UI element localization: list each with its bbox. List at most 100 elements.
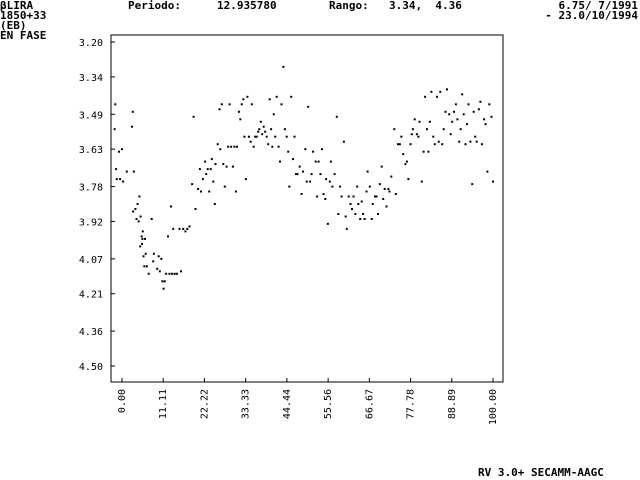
data-point	[152, 252, 155, 255]
data-point	[321, 148, 323, 151]
data-point	[335, 115, 338, 118]
data-point	[464, 143, 467, 146]
data-point	[432, 135, 435, 138]
data-point	[255, 135, 258, 138]
range-value: 3.34, 4.36	[389, 0, 462, 12]
data-point	[387, 188, 390, 190]
data-point	[283, 128, 286, 131]
data-point	[483, 118, 486, 121]
data-point	[472, 110, 475, 113]
data-point	[271, 145, 274, 148]
data-point	[170, 205, 172, 208]
data-point	[132, 170, 135, 173]
data-point	[388, 190, 391, 193]
data-point	[152, 260, 155, 263]
period-label: Periodo:	[128, 0, 181, 12]
data-point	[349, 203, 352, 205]
data-point	[366, 170, 369, 173]
data-point	[208, 190, 211, 193]
data-point	[118, 150, 120, 153]
data-point	[390, 175, 393, 178]
date-range-start: 6.75/ 7/1991	[558, 0, 638, 12]
y-tick-label: 3.63	[79, 145, 103, 156]
data-point	[292, 158, 294, 161]
data-point	[404, 163, 407, 166]
y-tick-label: 3.49	[79, 110, 103, 121]
data-point	[147, 272, 150, 275]
data-point	[209, 168, 212, 171]
data-point	[233, 145, 236, 148]
data-point	[165, 272, 168, 275]
data-point	[141, 230, 144, 233]
data-point	[296, 173, 299, 176]
data-point	[418, 120, 421, 123]
data-point	[433, 143, 436, 146]
x-axis: 0.00 11.11 22.22 33.33 44.44 55.56 66.67 77.78 8…	[117, 378, 499, 425]
data-point	[138, 195, 141, 198]
data-point	[459, 128, 462, 131]
data-point	[374, 195, 376, 198]
data-point	[239, 118, 242, 121]
data-point	[302, 170, 304, 173]
y-tick-label: 4.36	[79, 327, 103, 338]
data-point	[490, 115, 493, 118]
data-point	[279, 160, 281, 163]
data-point	[446, 88, 448, 91]
x-tick-label: 44.44	[282, 389, 293, 419]
y-tick-label: 4.21	[79, 290, 103, 301]
data-point	[198, 168, 201, 171]
x-tick-label: 11.11	[158, 389, 169, 419]
data-point	[173, 272, 176, 275]
data-point	[270, 128, 273, 131]
data-point	[161, 280, 164, 283]
x-tick-label: 0.00	[117, 389, 128, 413]
date-range-end: - 23.0/10/1994	[545, 9, 638, 22]
data-point	[180, 270, 182, 273]
star-name: βLIRA	[0, 0, 34, 12]
data-point	[427, 150, 430, 153]
data-point	[398, 143, 401, 146]
data-point	[167, 235, 169, 238]
data-point	[257, 130, 260, 133]
x-tick-label: 55.56	[323, 389, 334, 419]
data-point	[458, 140, 461, 143]
data-point	[139, 245, 142, 248]
phase-light-curve-chart: 3.20 3.34 3.49 3.63 3.78 3.92 4.07 4.21 4.36 4.50…	[79, 34, 504, 425]
data-point	[362, 213, 365, 215]
data-point	[454, 103, 457, 106]
data-point	[356, 185, 359, 188]
data-point	[261, 133, 264, 136]
data-point	[474, 135, 477, 138]
y-tick-label: 3.92	[79, 217, 103, 228]
data-point	[192, 115, 195, 118]
data-point	[201, 178, 204, 181]
data-point	[213, 203, 216, 205]
data-point	[237, 110, 240, 113]
data-point	[268, 98, 271, 101]
star-type: (EB)	[0, 19, 27, 32]
data-point	[219, 148, 222, 151]
data-point	[293, 135, 296, 138]
x-tick-label: 100.00	[488, 389, 499, 425]
data-point	[486, 170, 489, 173]
data-point	[222, 163, 225, 166]
data-point	[243, 135, 246, 138]
data-point	[331, 185, 334, 188]
data-point	[282, 65, 285, 68]
data-point	[275, 95, 278, 98]
data-point	[191, 183, 194, 186]
data-point	[347, 195, 350, 198]
data-point	[234, 190, 237, 193]
data-point	[236, 145, 238, 148]
data-point	[383, 188, 386, 190]
data-point	[377, 213, 379, 215]
data-point	[223, 185, 226, 188]
data-point	[290, 95, 293, 98]
data-point	[475, 140, 478, 143]
data-point	[212, 180, 215, 183]
data-point	[285, 135, 288, 138]
y-tick-label: 3.34	[79, 73, 103, 84]
data-point	[479, 100, 482, 103]
data-point	[249, 140, 252, 143]
data-point	[400, 135, 403, 138]
